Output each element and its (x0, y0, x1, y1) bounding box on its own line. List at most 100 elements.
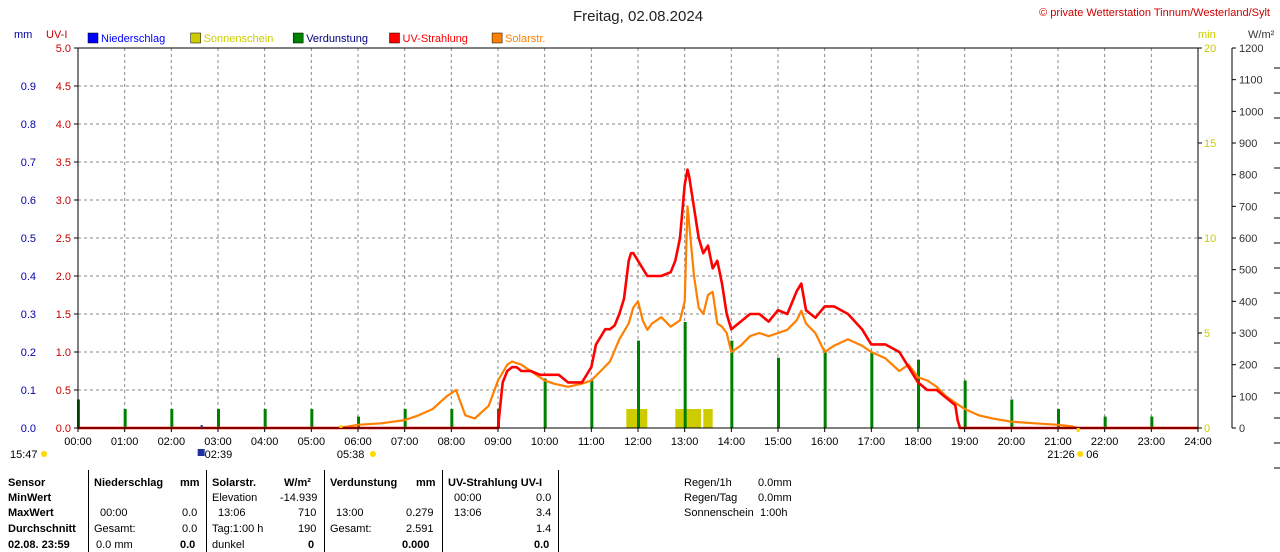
uv-tick-label: 2.0 (56, 271, 71, 283)
wm2-tick-label: 100 (1239, 391, 1257, 403)
legend-label: Niederschlag (101, 33, 165, 45)
mm-unit-label: mm (14, 29, 32, 41)
verdunstung-title: Verdunstung (330, 477, 398, 489)
solar-elev-val: -14.939 (280, 492, 318, 504)
dawn-label: 02:39 (205, 449, 233, 461)
evaporation-bar (870, 352, 874, 428)
sonnenschein-label: Sonnenschein (684, 507, 754, 519)
stats-divider (88, 470, 89, 552)
wm2-tick-label: 500 (1239, 265, 1257, 277)
legend-label: Solarstr. (505, 33, 545, 45)
solar-unit: W/m² (284, 477, 311, 489)
evaporation-bar (450, 409, 454, 428)
evaporation-bar (543, 378, 547, 428)
minwert-label: MinWert (8, 492, 52, 504)
x-tick-label: 02:00 (158, 436, 186, 448)
x-tick-label: 19:00 (951, 436, 979, 448)
legend-swatch (292, 32, 304, 44)
solar-day-val: 190 (298, 523, 317, 535)
x-tick-label: 03:00 (204, 436, 232, 448)
wm2-tick-label: 600 (1239, 233, 1257, 245)
chart-series-lines (78, 168, 1198, 430)
stats-divider (206, 470, 207, 552)
mm-tick-label: 0.4 (21, 271, 36, 283)
uv-min-time: 00:00 (454, 492, 482, 504)
solar-title: Solarstr. (212, 477, 257, 489)
x-tick-label: 04:00 (251, 436, 279, 448)
uv-tick-label: 3.5 (56, 157, 71, 169)
sun-marker-icon (1077, 451, 1084, 457)
x-tick-label: 09:00 (484, 436, 512, 448)
solar-dark-label: dunkel (212, 539, 245, 551)
uv-min-val: 0.0 (536, 492, 552, 504)
verdunstung-gesamt-val: 2.591 (406, 523, 434, 535)
regen-1h-val: 0.0mm (758, 477, 792, 489)
uv-tick-label: 4.5 (56, 81, 71, 93)
x-tick-label: 12:00 (624, 436, 652, 448)
evaporation-bar (217, 409, 220, 428)
sun-marker-icon (369, 451, 376, 457)
evaporation-bar (1057, 409, 1060, 428)
niederschlag-max-time: 00:00 (100, 507, 128, 519)
x-tick-label: 11:00 (578, 436, 605, 448)
x-tick-label: 23:00 (1138, 436, 1166, 448)
verdunstung-gesamt-label: Gesamt: (330, 523, 372, 535)
uv-series-line (78, 168, 1198, 430)
evaporation-bar (403, 409, 407, 428)
x-tick-label: 21:00 (1044, 436, 1072, 448)
sunshine-bars (626, 409, 713, 428)
wm2-tick-label: 400 (1239, 296, 1257, 308)
stats-divider (442, 470, 443, 552)
evaporation-bar (170, 409, 174, 428)
uv-last-val: 0.0 (534, 539, 550, 551)
uv-unit-label: UV-I (46, 29, 67, 41)
durchschnitt-label: Durchschnitt (8, 523, 76, 535)
evaporation-bar (1103, 416, 1107, 428)
chart-axes: 00:00 01:00 02:00 03:00 04:00 05:00 06:00 07:00… (21, 43, 1280, 469)
x-tick-label: 01:00 (111, 436, 139, 448)
regen-1h-label: Regen/1h (684, 477, 732, 489)
verdunstung-max-val: 0.279 (406, 507, 434, 519)
mm-tick-label: 0.0 (21, 423, 36, 435)
mm-tick-label: 0.6 (21, 195, 36, 207)
regen-tag-val: 0.0mm (758, 492, 792, 504)
sensor-header: Sensor (8, 477, 46, 489)
uv-tick-label: 5.0 (56, 43, 71, 55)
x-tick-label: 13:00 (671, 436, 699, 448)
evaporation-bar (590, 380, 594, 428)
evaporation-bar (123, 409, 127, 428)
solar-elev-label: Elevation (212, 492, 258, 504)
uv-tick-label: 4.0 (56, 119, 71, 131)
niederschlag-unit: mm (180, 477, 200, 489)
x-tick-label: 05:00 (298, 436, 326, 448)
legend-swatch (389, 32, 400, 44)
x-tick-label: 08:00 (438, 436, 466, 448)
uv-max-val: 3.4 (536, 507, 552, 519)
verdunstung-max-time: 13:00 (336, 507, 364, 519)
evaporation-bar (637, 340, 640, 428)
regen-tag-label: Regen/Tag (684, 492, 738, 504)
mm-tick-label: 0.7 (21, 157, 36, 169)
evaporation-bar (1010, 399, 1014, 428)
maxwert-label: MaxWert (8, 507, 54, 519)
niederschlag-max-val: 0.0 (182, 507, 198, 519)
mm-tick-label: 0.8 (21, 119, 36, 131)
evaporation-bar (683, 321, 687, 428)
evaporation-bar (823, 352, 827, 428)
wm2-tick-label: 700 (1239, 201, 1257, 213)
copyright-label: © private Wetterstation Tinnum/Westerlan… (1039, 7, 1270, 19)
min-tick-label: 10 (1204, 233, 1216, 245)
mm-tick-label: 0.9 (21, 81, 36, 93)
min-tick-label: 0 (1204, 423, 1210, 435)
sonnenschein-val: 1:00h (760, 507, 788, 519)
uv-max-time: 13:06 (454, 507, 482, 519)
uv-tick-label: 0.5 (56, 385, 71, 397)
mm-tick-label: 0.5 (21, 233, 36, 245)
solar-max-time: 13:06 (218, 507, 246, 519)
wm2-tick-label: 800 (1239, 170, 1257, 182)
niederschlag-last-total: 0.0 (180, 539, 196, 551)
stats-table: Sensor MinWert MaxWert Durchschnitt 02.0… (0, 470, 1280, 552)
sunshine-bar (626, 409, 648, 428)
x-tick-label: 16:00 (811, 436, 839, 448)
stats-divider (324, 470, 325, 552)
